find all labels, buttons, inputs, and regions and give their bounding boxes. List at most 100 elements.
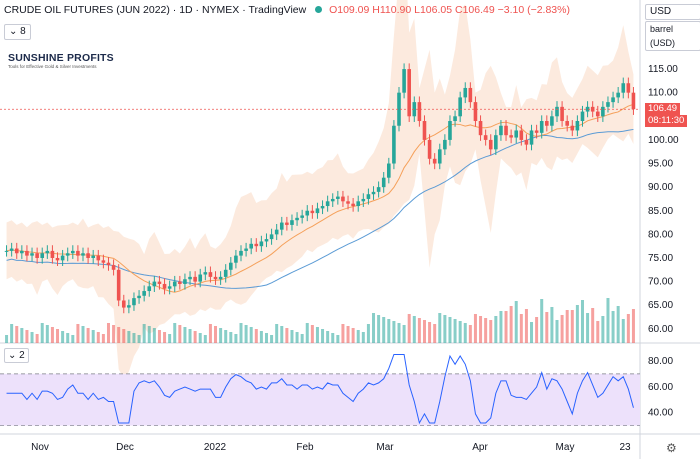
volume-bar: [545, 312, 549, 343]
candle-body: [366, 194, 371, 199]
volume-bar: [331, 333, 335, 343]
candle-body: [218, 276, 223, 280]
volume-bar: [117, 327, 121, 343]
candle-body: [55, 257, 60, 261]
x-tick-label: 2022: [204, 442, 227, 453]
volume-bar: [387, 319, 391, 343]
volume-bar: [295, 332, 299, 343]
volume-bar: [351, 328, 355, 343]
volume-bar: [142, 324, 146, 343]
ema-line: [6, 103, 634, 293]
volume-bar: [188, 329, 192, 343]
volume-bar: [382, 317, 386, 343]
volume-bar: [249, 327, 253, 343]
candle-body: [473, 102, 478, 122]
candle-body: [25, 250, 29, 256]
volume-bar: [285, 328, 289, 343]
candle-body: [412, 102, 417, 117]
volume-bar: [122, 329, 126, 343]
volume-bar: [20, 328, 24, 343]
y-tick-label: 100.00: [648, 135, 679, 146]
candle-body: [45, 250, 50, 254]
candle-body: [249, 243, 253, 249]
volume-bar: [239, 323, 243, 343]
rsi-line: [6, 353, 634, 425]
settings-gear-icon[interactable]: ⚙: [666, 441, 677, 455]
candle-body: [432, 158, 437, 164]
volume-bar: [198, 333, 202, 343]
candle-body: [351, 203, 355, 207]
volume-bar: [76, 324, 80, 343]
candle-body: [20, 250, 24, 254]
volume-bar: [555, 320, 559, 343]
candle-body: [631, 92, 636, 110]
candle-body: [208, 272, 213, 277]
volume-bar: [535, 317, 539, 343]
volume-bar: [157, 330, 161, 343]
chart-header: CRUDE OIL FUTURES (JUN 2022) · 1D · NYME…: [4, 4, 570, 16]
candle-body: [392, 125, 396, 164]
candle-body: [300, 215, 304, 218]
volume-bar: [356, 330, 360, 343]
candle-body: [285, 222, 289, 225]
candle-body: [427, 139, 432, 159]
y-tick-label: 90.00: [648, 182, 673, 193]
volume-bar: [519, 314, 523, 343]
volume-bar: [346, 326, 350, 343]
candle-body: [234, 255, 238, 263]
y-tick-label: 80.00: [648, 229, 673, 240]
volume-bar: [10, 324, 14, 343]
volume-bar: [275, 324, 279, 343]
volume-bar: [244, 325, 248, 343]
candle-body: [9, 248, 14, 251]
volume-bar: [96, 332, 100, 343]
y-tick-label: 75.00: [648, 253, 673, 264]
volume-bar: [514, 301, 518, 343]
volume-bar: [443, 315, 447, 343]
volume-bar: [173, 323, 177, 343]
x-tick-label: Feb: [296, 442, 314, 453]
volume-bar: [606, 298, 610, 343]
volume-bar: [402, 325, 406, 343]
candle-body: [315, 208, 320, 214]
volume-bar: [66, 333, 70, 343]
candle-body: [96, 255, 101, 261]
volume-bar: [101, 334, 105, 343]
candle-body: [76, 250, 80, 256]
volume-bar: [428, 322, 432, 343]
candle-body: [397, 92, 401, 126]
volume-bar: [570, 310, 574, 343]
volume-bar: [214, 326, 218, 343]
candle-body: [188, 276, 192, 280]
volume-bar: [290, 330, 294, 343]
unit-select[interactable]: barrel (USD): [645, 21, 700, 51]
candle-body: [65, 253, 70, 256]
candle-body: [203, 272, 208, 275]
candle-body: [320, 206, 325, 209]
candle-body: [468, 87, 473, 103]
volume-bar: [489, 320, 493, 343]
candle-body: [157, 281, 162, 284]
candle-body: [239, 250, 243, 256]
candle-body: [346, 201, 350, 204]
candle-body: [458, 97, 462, 117]
candle-body: [361, 198, 366, 202]
volume-bar: [341, 324, 345, 343]
candle-body: [310, 210, 315, 214]
volume-bar: [550, 307, 554, 343]
rsi-indicator-toggle[interactable]: ⌄ 2: [4, 348, 29, 363]
candle-body: [213, 276, 218, 280]
volume-bar: [300, 334, 304, 343]
volume-bar: [147, 326, 151, 343]
candle-body: [30, 253, 34, 256]
indicator-toggle[interactable]: ⌄ 8: [4, 24, 31, 40]
candle-body: [91, 255, 95, 258]
candle-body: [229, 262, 233, 270]
currency-select[interactable]: USD: [645, 4, 700, 20]
candle-body: [504, 125, 508, 136]
volume-bar: [336, 335, 340, 343]
volume-bar: [326, 331, 330, 343]
candle-body: [514, 130, 519, 138]
